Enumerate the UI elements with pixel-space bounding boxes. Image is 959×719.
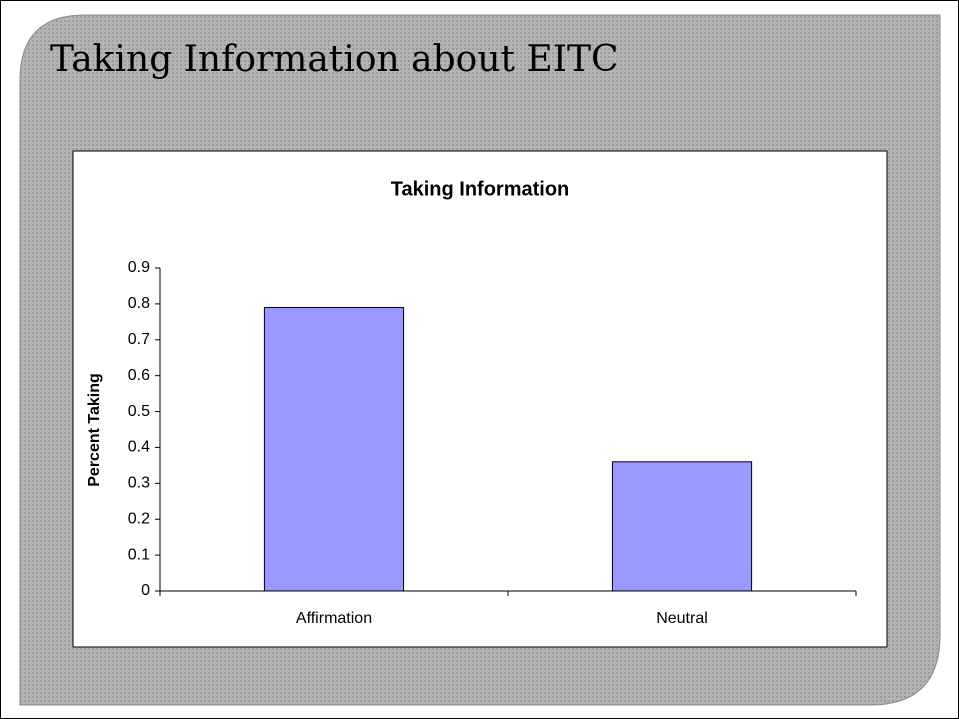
y-axis-label: Percent Taking [86, 373, 103, 487]
x-tick-label: Neutral [656, 610, 708, 627]
y-tick-label: 0.7 [128, 331, 150, 348]
y-tick-label: 0.3 [128, 475, 150, 492]
y-tick-label: 0.2 [128, 510, 150, 527]
y-tick-label: 0.6 [128, 367, 150, 384]
chart-title: Taking Information [391, 178, 570, 200]
y-tick-label: 0.4 [128, 439, 150, 456]
chart-area [72, 150, 888, 648]
y-tick-label: 0.9 [128, 259, 150, 276]
y-tick-label: 0.5 [128, 403, 150, 420]
y-tick-label: 0 [141, 582, 150, 599]
y-tick-label: 0.1 [128, 546, 150, 563]
x-tick-label: Affirmation [296, 610, 372, 627]
bar [611, 461, 753, 592]
y-tick-label: 0.8 [128, 295, 150, 312]
bar [263, 306, 405, 592]
slide-title: Taking Information about EITC [50, 39, 619, 80]
